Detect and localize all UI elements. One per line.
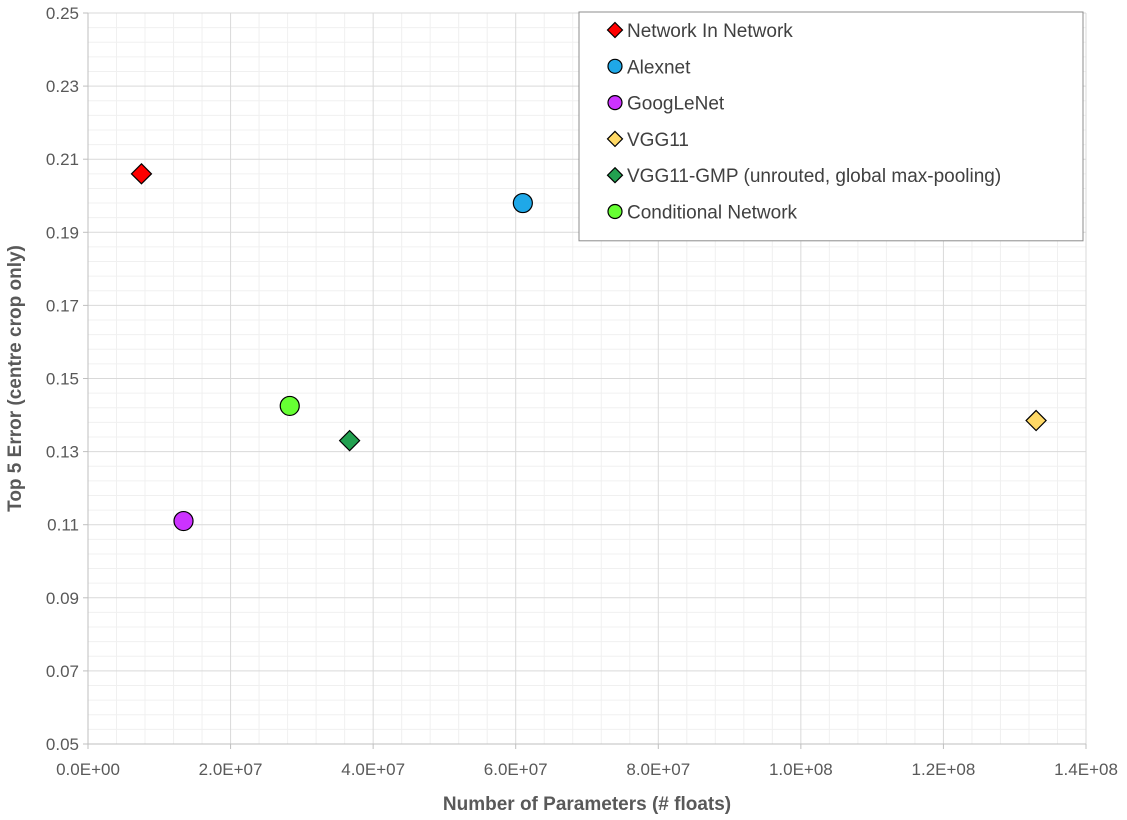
axes <box>83 12 1087 749</box>
y-tick-label: 0.07 <box>46 662 79 681</box>
data-point <box>512 192 533 214</box>
y-tick-label: 0.19 <box>46 223 79 242</box>
legend-marker <box>606 166 624 184</box>
x-tick-label: 0.0E+00 <box>56 760 120 779</box>
y-axis-title: Top 5 Error (centre crop only) <box>5 245 26 512</box>
y-tick-label: 0.11 <box>47 516 79 535</box>
y-tick-label: 0.25 <box>46 4 79 23</box>
y-tick-label: 0.05 <box>46 735 79 754</box>
y-tick-label: 0.21 <box>46 150 79 169</box>
legend: Network In Network Alexnet GoogLeNet VGG11 V… <box>578 11 1084 242</box>
x-tick-label: 6.0E+07 <box>484 760 548 779</box>
x-tick-label: 8.0E+07 <box>626 760 690 779</box>
legend-marker <box>607 94 623 111</box>
tick-labels: 0.0E+00 2.0E+07 4.0E+07 6.0E+07 8.0E+07 1.0E+… <box>46 4 1118 779</box>
legend-label: VGG11-GMP (unrouted, global max-pooling) <box>627 166 1001 187</box>
y-tick-label: 0.17 <box>46 296 79 315</box>
legend-marker <box>607 203 623 220</box>
data-points <box>130 162 1047 532</box>
legend-marker <box>607 58 623 74</box>
legend-label: Conditional Network <box>627 203 798 224</box>
y-tick-label: 0.15 <box>46 370 79 389</box>
legend-label: Alexnet <box>627 57 691 78</box>
x-tick-label: 1.0E+08 <box>769 760 833 779</box>
legend-marker <box>606 21 624 39</box>
data-point <box>338 429 361 452</box>
x-tick-label: 4.0E+07 <box>341 760 405 779</box>
x-tick-label: 1.2E+08 <box>912 760 976 779</box>
legend-marker <box>606 130 624 148</box>
legend-label: GoogLeNet <box>627 94 725 115</box>
x-tick-label: 1.4E+08 <box>1054 760 1118 779</box>
data-point <box>279 395 300 417</box>
y-tick-label: 0.09 <box>46 589 79 608</box>
y-tick-label: 0.23 <box>46 77 79 96</box>
data-point <box>130 162 153 185</box>
legend-label: Network In Network <box>627 21 793 42</box>
x-axis-title: Number of Parameters (# floats) <box>443 794 731 815</box>
data-point <box>173 510 194 532</box>
y-tick-label: 0.13 <box>46 443 79 462</box>
legend-box <box>578 11 1084 242</box>
data-point <box>1025 409 1047 432</box>
x-tick-label: 2.0E+07 <box>199 760 263 779</box>
legend-label: VGG11 <box>627 130 689 151</box>
